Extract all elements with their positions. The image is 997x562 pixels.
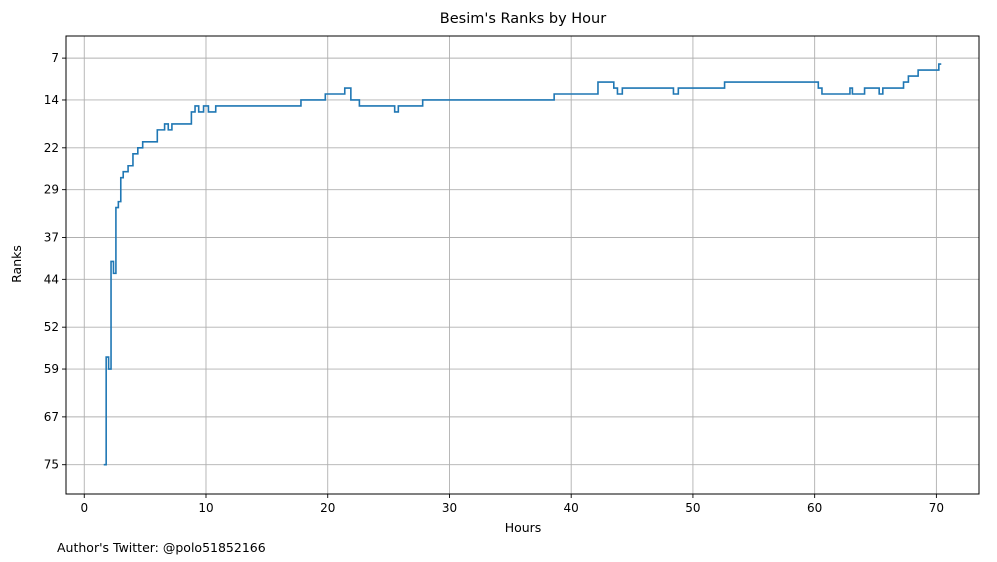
y-tick-label: 7 [51, 51, 59, 65]
x-tick-label: 10 [198, 501, 213, 515]
x-tick-label: 0 [80, 501, 88, 515]
x-axis-label: Hours [505, 520, 542, 535]
y-tick-label: 75 [44, 458, 59, 472]
y-tick-label: 14 [44, 93, 59, 107]
chart-title: Besim's Ranks by Hour [440, 11, 606, 27]
series-layer [103, 63, 942, 466]
y-tick-label: 37 [44, 230, 59, 244]
y-tick-label: 29 [44, 183, 59, 197]
y-tick-label: 44 [44, 272, 59, 286]
y-axis: 7 14 22 29 37 44 52 59 67 75 [44, 51, 66, 472]
x-tick-label: 70 [929, 501, 944, 515]
x-tick-label: 20 [320, 501, 335, 515]
x-tick-label: 60 [807, 501, 822, 515]
y-tick-label: 59 [44, 362, 59, 376]
y-tick-label: 22 [44, 141, 59, 155]
grid-lines [66, 36, 979, 494]
rank-step-line [103, 63, 942, 466]
x-tick-label: 50 [685, 501, 700, 515]
y-tick-label: 67 [44, 410, 59, 424]
plot-frame [65, 35, 980, 495]
x-tick-label: 30 [442, 501, 457, 515]
x-axis: 0 10 20 30 40 50 60 70 [80, 494, 944, 515]
y-axis-label: Ranks [9, 245, 24, 283]
author-credit: Author's Twitter: @polo51852166 [57, 540, 266, 555]
x-tick-label: 40 [564, 501, 579, 515]
y-tick-label: 52 [44, 320, 59, 334]
